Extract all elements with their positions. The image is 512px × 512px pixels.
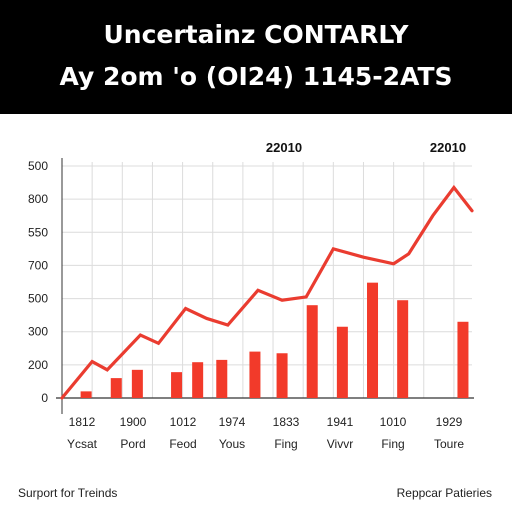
x-tick-label: 1833 [273, 415, 300, 429]
series-line [60, 184, 474, 400]
x-tick-label: 1010 [380, 415, 407, 429]
bar [276, 353, 288, 398]
y-tick-label: 500 [28, 292, 48, 306]
bar [336, 326, 348, 398]
y-tick-label: 300 [28, 325, 48, 339]
bar [80, 391, 92, 398]
x-tick-sublabel: Feod [169, 437, 196, 451]
annotation-label: 22010 [430, 140, 466, 155]
x-tick-sublabel: Ycsat [67, 437, 98, 451]
y-tick-label: 500 [28, 159, 48, 173]
title-banner: Uncertainz CONTARLY Ay 2om 'o (OI24) 114… [0, 0, 512, 114]
x-tick-label: 1941 [327, 415, 354, 429]
x-tick-sublabel: Fing [381, 437, 404, 451]
y-tick-label: 550 [28, 225, 48, 239]
x-tick-label: 1012 [170, 415, 197, 429]
bar [171, 372, 183, 398]
footnote-right: Reppcar Patieries [396, 486, 492, 500]
chart-title-line-1: Uncertainz CONTARLY [103, 20, 409, 49]
bar [216, 359, 228, 398]
bar [131, 369, 143, 398]
x-tick-label: 1974 [219, 415, 246, 429]
chart-title-line-2: Ay 2om 'o (OI24) 1145-2ATS [59, 62, 453, 91]
x-tick-sublabel: Toure [434, 437, 464, 451]
footnote-left: Surport for Treinds [18, 486, 118, 500]
annotation-label: 22010 [266, 140, 302, 155]
x-tick-sublabel: Vivvr [327, 437, 353, 451]
y-tick-label: 200 [28, 358, 48, 372]
bar [110, 378, 122, 398]
y-tick-label: 800 [28, 192, 48, 206]
x-tick-sublabel: Fing [274, 437, 297, 451]
x-tick-sublabel: Yous [219, 437, 245, 451]
x-tick-label: 1929 [436, 415, 463, 429]
bar [249, 351, 261, 398]
chart-area: 0 200 300 500 700 550 800 500 22010 22010 1812 1900… [28, 140, 474, 451]
x-tick-label: 1900 [120, 415, 147, 429]
bar [367, 282, 379, 398]
x-tick-sublabel: Pord [120, 437, 145, 451]
bar [306, 305, 318, 398]
y-tick-label: 0 [41, 391, 48, 405]
x-tick-label: 1812 [69, 415, 96, 429]
y-tick-label: 700 [28, 258, 48, 272]
bar [192, 362, 204, 398]
bar [397, 300, 409, 398]
bar [457, 321, 469, 398]
